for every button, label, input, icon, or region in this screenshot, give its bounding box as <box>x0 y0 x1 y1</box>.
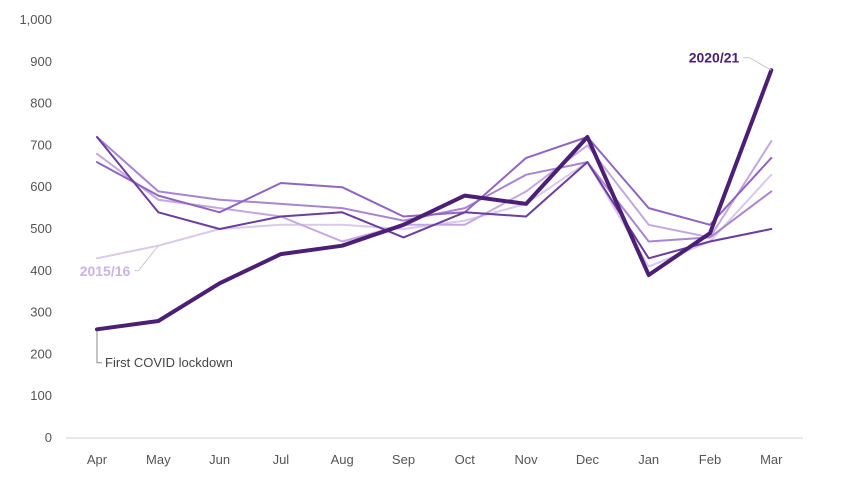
y-tick-label: 100 <box>30 388 52 403</box>
x-tick-label: May <box>146 452 171 467</box>
y-tick-label: 900 <box>30 54 52 69</box>
x-axis: Apr May Jun Jul Aug Sep Oct Nov Dec Jan Feb Mar <box>87 452 783 467</box>
y-tick-label: 0 <box>45 430 52 445</box>
annotation-first-covid-lockdown-label: First COVID lockdown <box>105 355 233 370</box>
x-tick-label: Jul <box>273 452 290 467</box>
series-layer <box>95 68 774 332</box>
y-axis: 0 100 200 300 400 500 600 700 800 900 1,000 <box>19 12 52 445</box>
leader-line-first-covid-lockdown <box>96 331 102 364</box>
x-tick-label: Nov <box>515 452 539 467</box>
x-tick-label: Apr <box>87 452 108 467</box>
series-label-2020-21: 2020/21 <box>689 50 740 66</box>
y-tick-label: 300 <box>30 305 52 320</box>
y-tick-label: 700 <box>30 137 52 152</box>
x-tick-label: Jan <box>638 452 659 467</box>
annotation-2015-16: 2015/16 <box>80 245 159 279</box>
series-line-1 <box>96 140 773 243</box>
annotation-first-covid-lockdown: First COVID lockdown <box>96 331 233 370</box>
x-tick-label: Oct <box>455 452 476 467</box>
x-tick-label: Dec <box>576 452 600 467</box>
y-tick-label: 500 <box>30 221 52 236</box>
x-tick-label: Feb <box>699 452 721 467</box>
series-line-3 <box>96 136 773 226</box>
y-tick-label: 1,000 <box>19 12 52 27</box>
x-tick-label: Jun <box>209 452 230 467</box>
x-tick-label: Mar <box>760 452 783 467</box>
leader-line-2015-16 <box>134 245 159 272</box>
y-tick-label: 400 <box>30 263 52 278</box>
x-tick-label: Aug <box>331 452 354 467</box>
x-tick-label: Sep <box>392 452 415 467</box>
y-tick-label: 600 <box>30 179 52 194</box>
y-tick-label: 200 <box>30 346 52 361</box>
leader-line-2020-21 <box>743 57 772 71</box>
series-line-4 <box>96 136 773 260</box>
series-line-2020-21 <box>95 68 774 332</box>
y-tick-label: 800 <box>30 96 52 111</box>
series-label-2015-16: 2015/16 <box>80 263 131 279</box>
annotation-2020-21: 2020/21 <box>689 50 772 71</box>
